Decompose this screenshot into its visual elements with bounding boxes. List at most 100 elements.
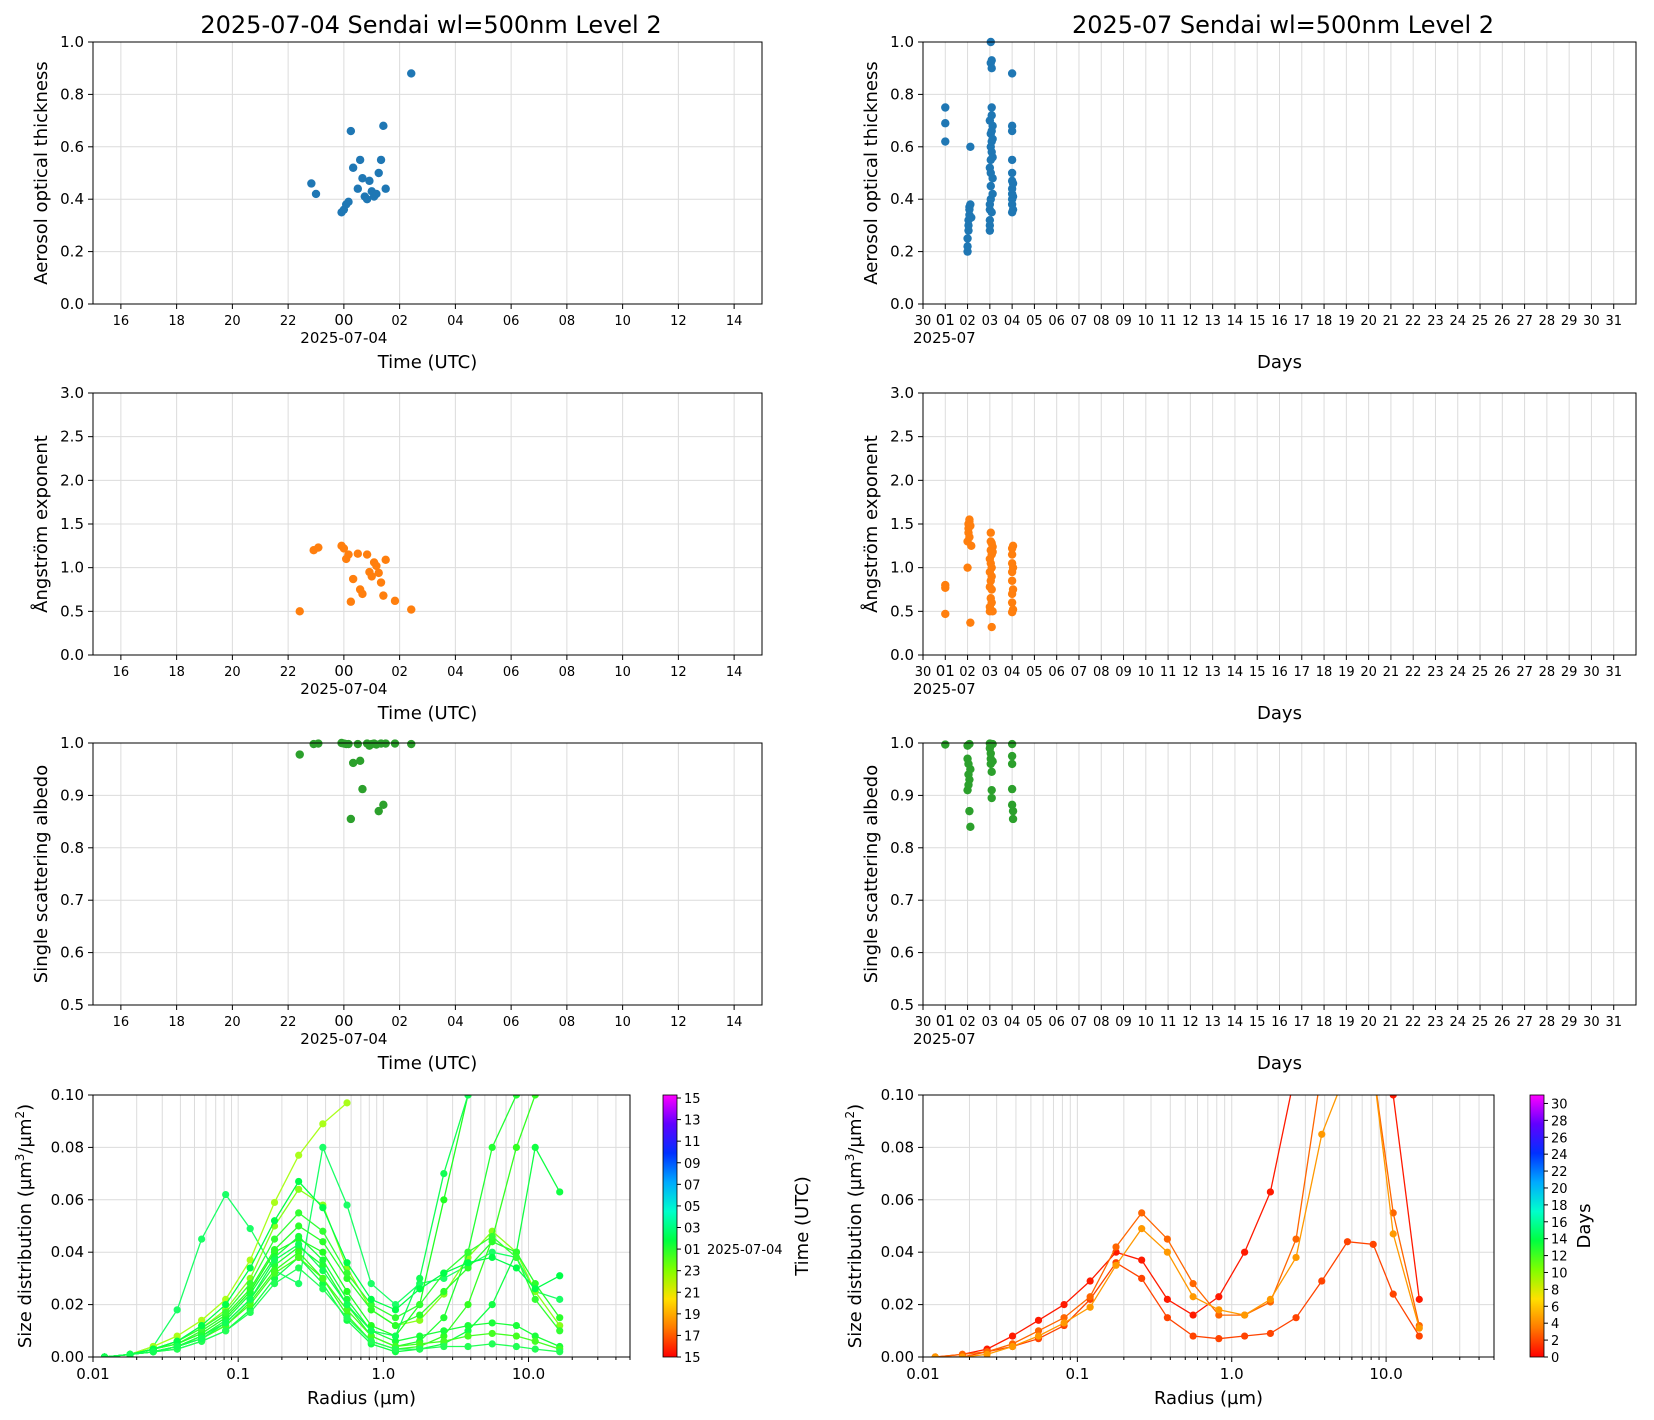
size-daily-series-point — [270, 1217, 279, 1225]
size-daily-series-point — [126, 1350, 134, 1357]
ae-monthly-point — [941, 583, 950, 592]
size-daily-series-point — [488, 1238, 496, 1246]
ae-monthly-xtick-label: 22 — [1405, 665, 1422, 680]
aot-monthly-ytick-label: 0.2 — [890, 243, 914, 261]
size-monthly-series-point — [983, 1350, 991, 1357]
size-monthly-xtick-label: 0.01 — [906, 1365, 939, 1383]
ae-monthly-xtick-label: 03 — [982, 665, 999, 680]
ssa-monthly-point — [966, 765, 975, 774]
ssa-daily-point — [314, 739, 323, 748]
ae-monthly-point — [1008, 541, 1018, 551]
ae-monthly-point — [1007, 576, 1017, 585]
ae-monthly-xtick-label: 09 — [1115, 665, 1132, 680]
aot-daily-ytick-label: 1.0 — [60, 33, 84, 51]
aot-monthly-point — [1008, 192, 1018, 201]
size-daily-series-point — [440, 1337, 448, 1345]
ae-daily-xtick-label: 06 — [503, 665, 520, 680]
size-daily-series-line — [104, 1225, 561, 1357]
size-daily-series-point — [295, 1264, 303, 1272]
aot-monthly-xtick-label: 16 — [1271, 314, 1288, 329]
ssa-monthly-xtick-label: 19 — [1338, 1015, 1355, 1030]
size-monthly-series-point — [1086, 1303, 1094, 1311]
aot-monthly-xtick-label: 05 — [1026, 314, 1043, 329]
ae-daily-ytick-label: 1.5 — [60, 515, 84, 533]
aot-daily-xtick-label: 20 — [224, 314, 241, 329]
ae-monthly-xtick-label: 31 — [1605, 665, 1622, 680]
aot-monthly-ytick-label: 0.6 — [890, 138, 914, 156]
ssa-monthly-point — [941, 740, 950, 749]
aot-monthly-xtick-label: 24 — [1449, 314, 1466, 329]
size-monthly-series-point — [1086, 1293, 1094, 1301]
ssa-monthly-xtick-label: 02 — [959, 1015, 976, 1030]
size-daily-xtick-label: 10.0 — [512, 1365, 545, 1383]
size-daily-series-point — [367, 1295, 375, 1303]
ae-monthly-ytick-label: 3.0 — [890, 384, 914, 402]
size-daily-ytick-label: 0.08 — [51, 1138, 84, 1156]
ae-daily-date-label: 2025-07-04 — [300, 680, 387, 698]
size-daily-colorbar-tick-label: 13 — [684, 1114, 701, 1129]
aot-monthly-point — [988, 153, 997, 162]
size-monthly-series-point — [1008, 1342, 1017, 1351]
ae-monthly-xtick-label: 30 — [1583, 665, 1600, 680]
size-monthly-xtick-label: 0.1 — [1065, 1365, 1089, 1383]
ssa-monthly-xtick-label: 04 — [1004, 1015, 1021, 1030]
aot-daily-xtick-label: 02 — [391, 314, 408, 329]
ssa-monthly-point — [965, 739, 974, 749]
ssa-monthly-point — [987, 793, 996, 803]
size-monthly-series-point — [1189, 1280, 1197, 1288]
ae-monthly-xtick-label: 17 — [1294, 665, 1311, 680]
ssa-monthly-xtick-label: 03 — [982, 1015, 999, 1030]
size-daily-series-point — [319, 1266, 327, 1275]
aot-daily-xtick-label: 00 — [334, 311, 353, 329]
aot-daily-frame — [92, 41, 763, 305]
size-daily-ytick-label: 0.06 — [51, 1191, 84, 1209]
size-daily-colorbar-tick-label: 15 — [684, 1092, 701, 1107]
ssa-daily-ytick-label: 0.9 — [60, 786, 84, 804]
ae-daily-ytick-label: 0.5 — [60, 602, 84, 620]
size-daily-series-point — [512, 1248, 520, 1256]
ae-daily-point — [358, 589, 367, 599]
size-daily-series-point — [295, 1232, 303, 1241]
aot-daily-xtick-label: 22 — [280, 314, 297, 329]
aot-monthly-xtick-label: 03 — [982, 314, 999, 329]
aot-daily-xtick-label: 10 — [614, 314, 631, 329]
aot-daily-point — [353, 184, 363, 193]
size-monthly-series-point — [1389, 1230, 1397, 1238]
ssa-monthly-xtick-label: 20 — [1360, 1015, 1377, 1030]
ae-daily-ytick-label: 0.0 — [60, 646, 84, 664]
size-daily-xtick-label: 1.0 — [371, 1365, 395, 1383]
ae-monthly-xtick-label: 23 — [1427, 665, 1444, 680]
size-daily-series-point — [556, 1327, 564, 1335]
ssa-monthly-xtick-label: 30 — [1583, 1015, 1600, 1030]
aot-monthly-point — [987, 111, 996, 120]
size-monthly-series-point — [1060, 1319, 1068, 1327]
size-monthly-series-point — [1415, 1332, 1423, 1340]
size-daily-series-point — [512, 1342, 520, 1351]
aot-monthly-point — [967, 213, 976, 222]
size-monthly-colorbar-tick-label: 20 — [1551, 1182, 1568, 1197]
size-daily-series-point — [464, 1248, 472, 1256]
size-monthly-colorbar-tick-label: 6 — [1551, 1300, 1559, 1315]
size-monthly-ytick-label: 0.04 — [881, 1243, 914, 1261]
ae-monthly-ytick-label: 0.0 — [890, 646, 914, 664]
ssa-monthly-ytick-label: 0.7 — [890, 891, 914, 909]
ae-monthly-point — [987, 622, 996, 632]
size-daily-series-point — [512, 1095, 520, 1099]
size-daily-series-point — [488, 1143, 496, 1151]
size-daily-colorbar-tick-label: 03 — [684, 1222, 701, 1237]
aot-daily-point — [379, 121, 388, 131]
size-daily-colorbar-tick-label: 11 — [684, 1135, 701, 1150]
size-daily-series-point — [319, 1120, 327, 1128]
aot-monthly-point — [1008, 205, 1018, 214]
aot-monthly-xtick-label: 09 — [1115, 314, 1132, 329]
size-monthly-series-point — [1189, 1293, 1197, 1301]
aot-daily-point — [346, 126, 356, 136]
aot-monthly-point — [941, 119, 950, 128]
size-daily-series-point — [173, 1306, 181, 1314]
ae-monthly-xtick-label: 29 — [1561, 665, 1578, 680]
size-daily-series-point — [319, 1285, 327, 1293]
ssa-monthly-xtick-label: 17 — [1294, 1015, 1311, 1030]
ssa-daily-xtick-label: 12 — [670, 1015, 687, 1030]
aot-monthly-xtick-label: 31 — [1605, 314, 1622, 329]
aot-daily-point — [344, 197, 353, 207]
